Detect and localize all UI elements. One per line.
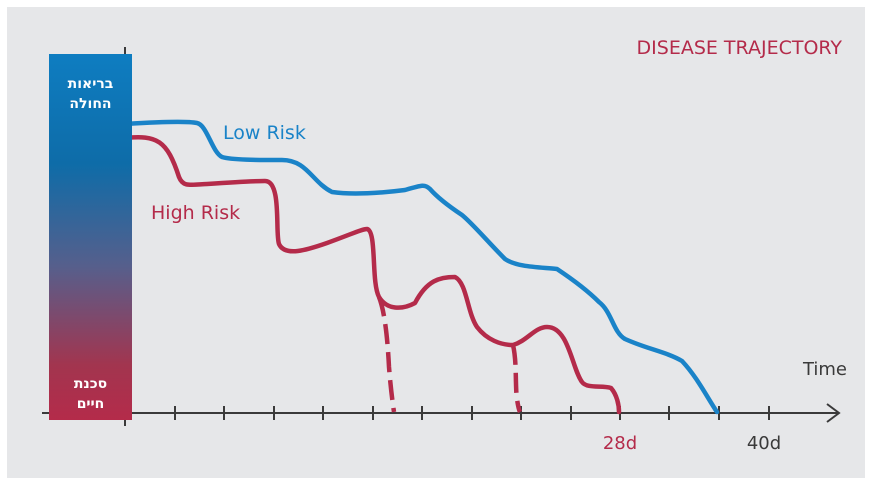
- x-axis-label: Time: [802, 359, 847, 380]
- patient-health-label-line2: החולה: [69, 96, 112, 112]
- life-danger-label: סכנת חיים: [49, 374, 132, 414]
- panel-background: [7, 7, 865, 478]
- low-risk-label: Low Risk: [223, 122, 306, 144]
- diagram-panel: DISEASE TRAJECTORY: [7, 7, 865, 478]
- low-risk-curve: [122, 119, 720, 415]
- tick-label-28d: 28d: [603, 433, 637, 454]
- x-axis-arrowhead: [826, 403, 841, 423]
- high-risk-curve: [122, 135, 622, 415]
- life-danger-label-line1: סכנת: [73, 376, 108, 392]
- patient-health-label: בריאות החולה: [49, 74, 132, 114]
- trajectory-diagram: DISEASE TRAJECTORY: [7, 7, 865, 478]
- patient-health-bar: בריאות החולה סכנת חיים: [49, 54, 132, 420]
- high-risk-dropoff-2: [510, 344, 523, 414]
- tick-label-40d: 40d: [747, 433, 781, 454]
- patient-health-label-line1: בריאות: [67, 76, 114, 92]
- diagram-title: DISEASE TRAJECTORY: [637, 37, 843, 59]
- life-danger-label-line2: חיים: [76, 396, 105, 412]
- high-risk-dropoff-1: [376, 296, 397, 413]
- high-risk-label: High Risk: [151, 202, 240, 224]
